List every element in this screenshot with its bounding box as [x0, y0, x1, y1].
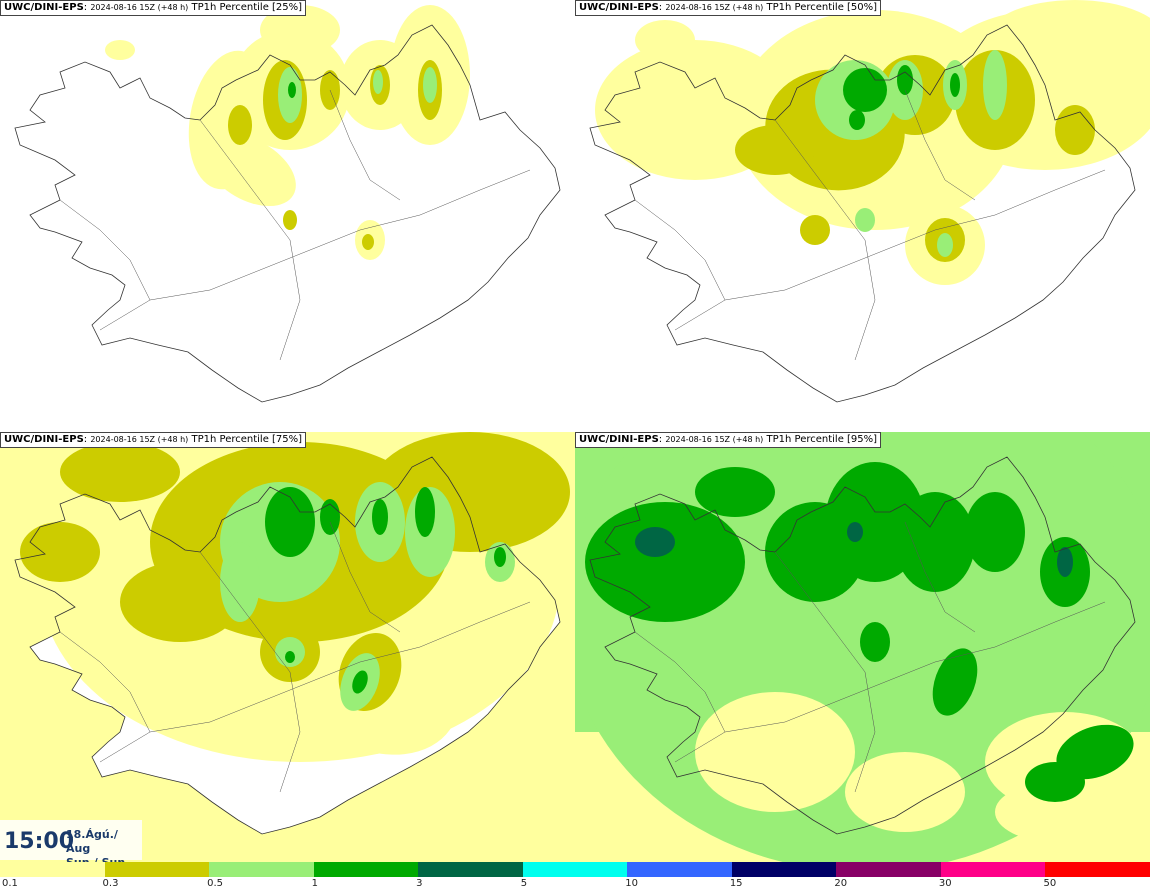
- precip-map-p50: [589, 0, 1150, 403]
- legend-tick-label: 3: [416, 878, 423, 889]
- legend-tick-label: 10: [625, 878, 638, 889]
- run-stamp: 2024-08-16 15Z (+48 h): [665, 3, 764, 12]
- legend-tick-label: 15: [729, 878, 743, 889]
- valid-time: 15:00: [4, 829, 75, 854]
- panel-title: UWC/DINI-EPS: 2024-08-16 15Z (+48 h) TP1…: [575, 432, 882, 448]
- road-lines: [59, 521, 531, 793]
- legend-swatches: [0, 862, 1150, 877]
- precip-map-p75: [0, 432, 575, 862]
- map-panel-p50: UWC/DINI-EPS: 2024-08-16 15Z (+48 h) TP1…: [575, 0, 1150, 430]
- precip-field: [0, 432, 575, 762]
- precip-map-p25: [14, 5, 561, 403]
- road-lines: [634, 89, 1106, 361]
- panel-title: UWC/DINI-EPS: 2024-08-16 15Z (+48 h) TP1…: [0, 432, 307, 448]
- road-lines: [59, 89, 531, 361]
- field-label: TP1h Percentile [50%]: [766, 2, 878, 13]
- legend-swatch: [522, 862, 628, 877]
- legend-tick-label: 0.3: [102, 878, 119, 889]
- legend-tick-label: 20: [834, 878, 848, 889]
- map-panel-p75: UWC/DINI-EPS: 2024-08-16 15Z (+48 h) TP1…: [0, 432, 575, 862]
- coastline: [589, 456, 1136, 835]
- map-panel-p95: UWC/DINI-EPS: 2024-08-16 15Z (+48 h) TP1…: [575, 432, 1150, 862]
- model-name: UWC/DINI-EPS: [579, 434, 659, 445]
- legend-swatch: [1045, 862, 1150, 877]
- panel-title: UWC/DINI-EPS: 2024-08-16 15Z (+48 h) TP1…: [575, 0, 882, 16]
- legend-tick-label: 0.5: [207, 878, 223, 889]
- precip-map-p95: [575, 432, 1150, 862]
- legend-tick-label: 50: [1043, 878, 1057, 889]
- model-name: UWC/DINI-EPS: [4, 434, 84, 445]
- legend-swatch: [209, 862, 314, 877]
- legend-swatch: [731, 862, 837, 877]
- field-label: TP1h Percentile [25%]: [191, 2, 303, 13]
- legend-tick-label: 5: [520, 878, 528, 889]
- precip-field: [575, 432, 1150, 862]
- field-label: TP1h Percentile [75%]: [191, 434, 303, 445]
- legend-tick-label: 1: [311, 878, 318, 889]
- coastline: [589, 24, 1136, 403]
- legend-tick-label: 30: [938, 878, 952, 889]
- legend-swatch: [0, 862, 105, 877]
- map-panel-p25: UWC/DINI-EPS: 2024-08-16 15Z (+48 h) TP1…: [0, 0, 575, 430]
- color-scale-legend: 0.1 0.3 0.5 1 3 5 10 15 20 30 50: [0, 862, 1150, 891]
- legend-swatch: [627, 862, 732, 877]
- legend-swatch: [104, 862, 210, 877]
- legend-swatch: [940, 862, 1046, 877]
- legend-swatch: [836, 862, 941, 877]
- run-stamp: 2024-08-16 15Z (+48 h): [665, 435, 764, 444]
- run-stamp: 2024-08-16 15Z (+48 h): [90, 435, 189, 444]
- field-label: TP1h Percentile [95%]: [766, 434, 878, 445]
- coastline: [14, 456, 561, 835]
- precip-field: [595, 0, 1150, 285]
- model-name: UWC/DINI-EPS: [579, 2, 659, 13]
- legend-swatch: [418, 862, 523, 877]
- valid-time-box: 15:00 18.Ágú./ Aug Sun./ Sun: [0, 820, 142, 869]
- precip-field: [105, 5, 470, 260]
- coastline: [14, 24, 561, 403]
- legend-swatch: [313, 862, 419, 877]
- legend-tick-label: 0.1: [2, 878, 18, 889]
- run-stamp: 2024-08-16 15Z (+48 h): [90, 3, 189, 12]
- panel-title: UWC/DINI-EPS: 2024-08-16 15Z (+48 h) TP1…: [0, 0, 307, 16]
- road-lines: [634, 521, 1106, 793]
- valid-date-line1: 18.Ágú./ Aug: [66, 828, 118, 855]
- model-name: UWC/DINI-EPS: [4, 2, 84, 13]
